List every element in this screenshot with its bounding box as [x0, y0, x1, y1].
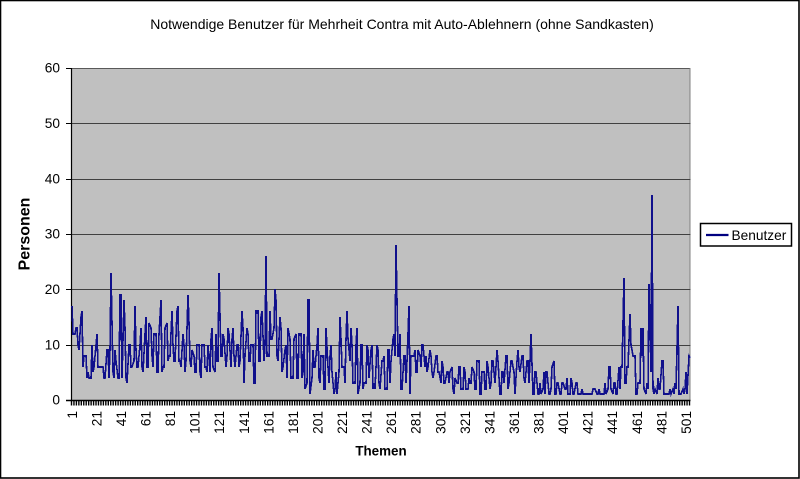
svg-text:50: 50 [45, 116, 61, 131]
svg-text:401: 401 [556, 411, 571, 434]
svg-text:10: 10 [45, 337, 61, 352]
svg-text:81: 81 [163, 411, 178, 426]
svg-text:30: 30 [45, 227, 61, 242]
svg-text:361: 361 [507, 411, 522, 434]
svg-text:Notwendige Benutzer für Mehrhe: Notwendige Benutzer für Mehrheit Contra … [150, 16, 654, 32]
svg-text:281: 281 [409, 411, 424, 434]
svg-text:40: 40 [45, 171, 61, 186]
svg-text:481: 481 [654, 411, 669, 434]
svg-text:341: 341 [482, 411, 497, 434]
svg-text:1: 1 [65, 411, 80, 419]
svg-text:60: 60 [45, 61, 61, 76]
svg-text:Personen: Personen [17, 198, 34, 271]
svg-text:181: 181 [286, 411, 301, 434]
svg-text:241: 241 [360, 411, 375, 434]
svg-text:141: 141 [237, 411, 252, 434]
svg-text:41: 41 [114, 411, 129, 426]
svg-text:381: 381 [532, 411, 547, 434]
svg-text:21: 21 [89, 411, 104, 426]
svg-text:101: 101 [188, 411, 203, 434]
svg-text:261: 261 [384, 411, 399, 434]
svg-text:501: 501 [679, 411, 694, 434]
svg-text:221: 221 [335, 411, 350, 434]
svg-text:301: 301 [433, 411, 448, 434]
svg-text:201: 201 [310, 411, 325, 434]
svg-text:121: 121 [212, 411, 227, 434]
svg-text:461: 461 [630, 411, 645, 434]
svg-text:Benutzer: Benutzer [732, 228, 787, 243]
svg-text:421: 421 [581, 411, 596, 434]
svg-text:441: 441 [605, 411, 620, 434]
svg-text:0: 0 [52, 393, 60, 408]
svg-text:321: 321 [458, 411, 473, 434]
svg-text:61: 61 [139, 411, 154, 426]
svg-text:20: 20 [45, 282, 61, 297]
svg-text:161: 161 [261, 411, 276, 434]
svg-text:Themen: Themen [355, 444, 406, 459]
